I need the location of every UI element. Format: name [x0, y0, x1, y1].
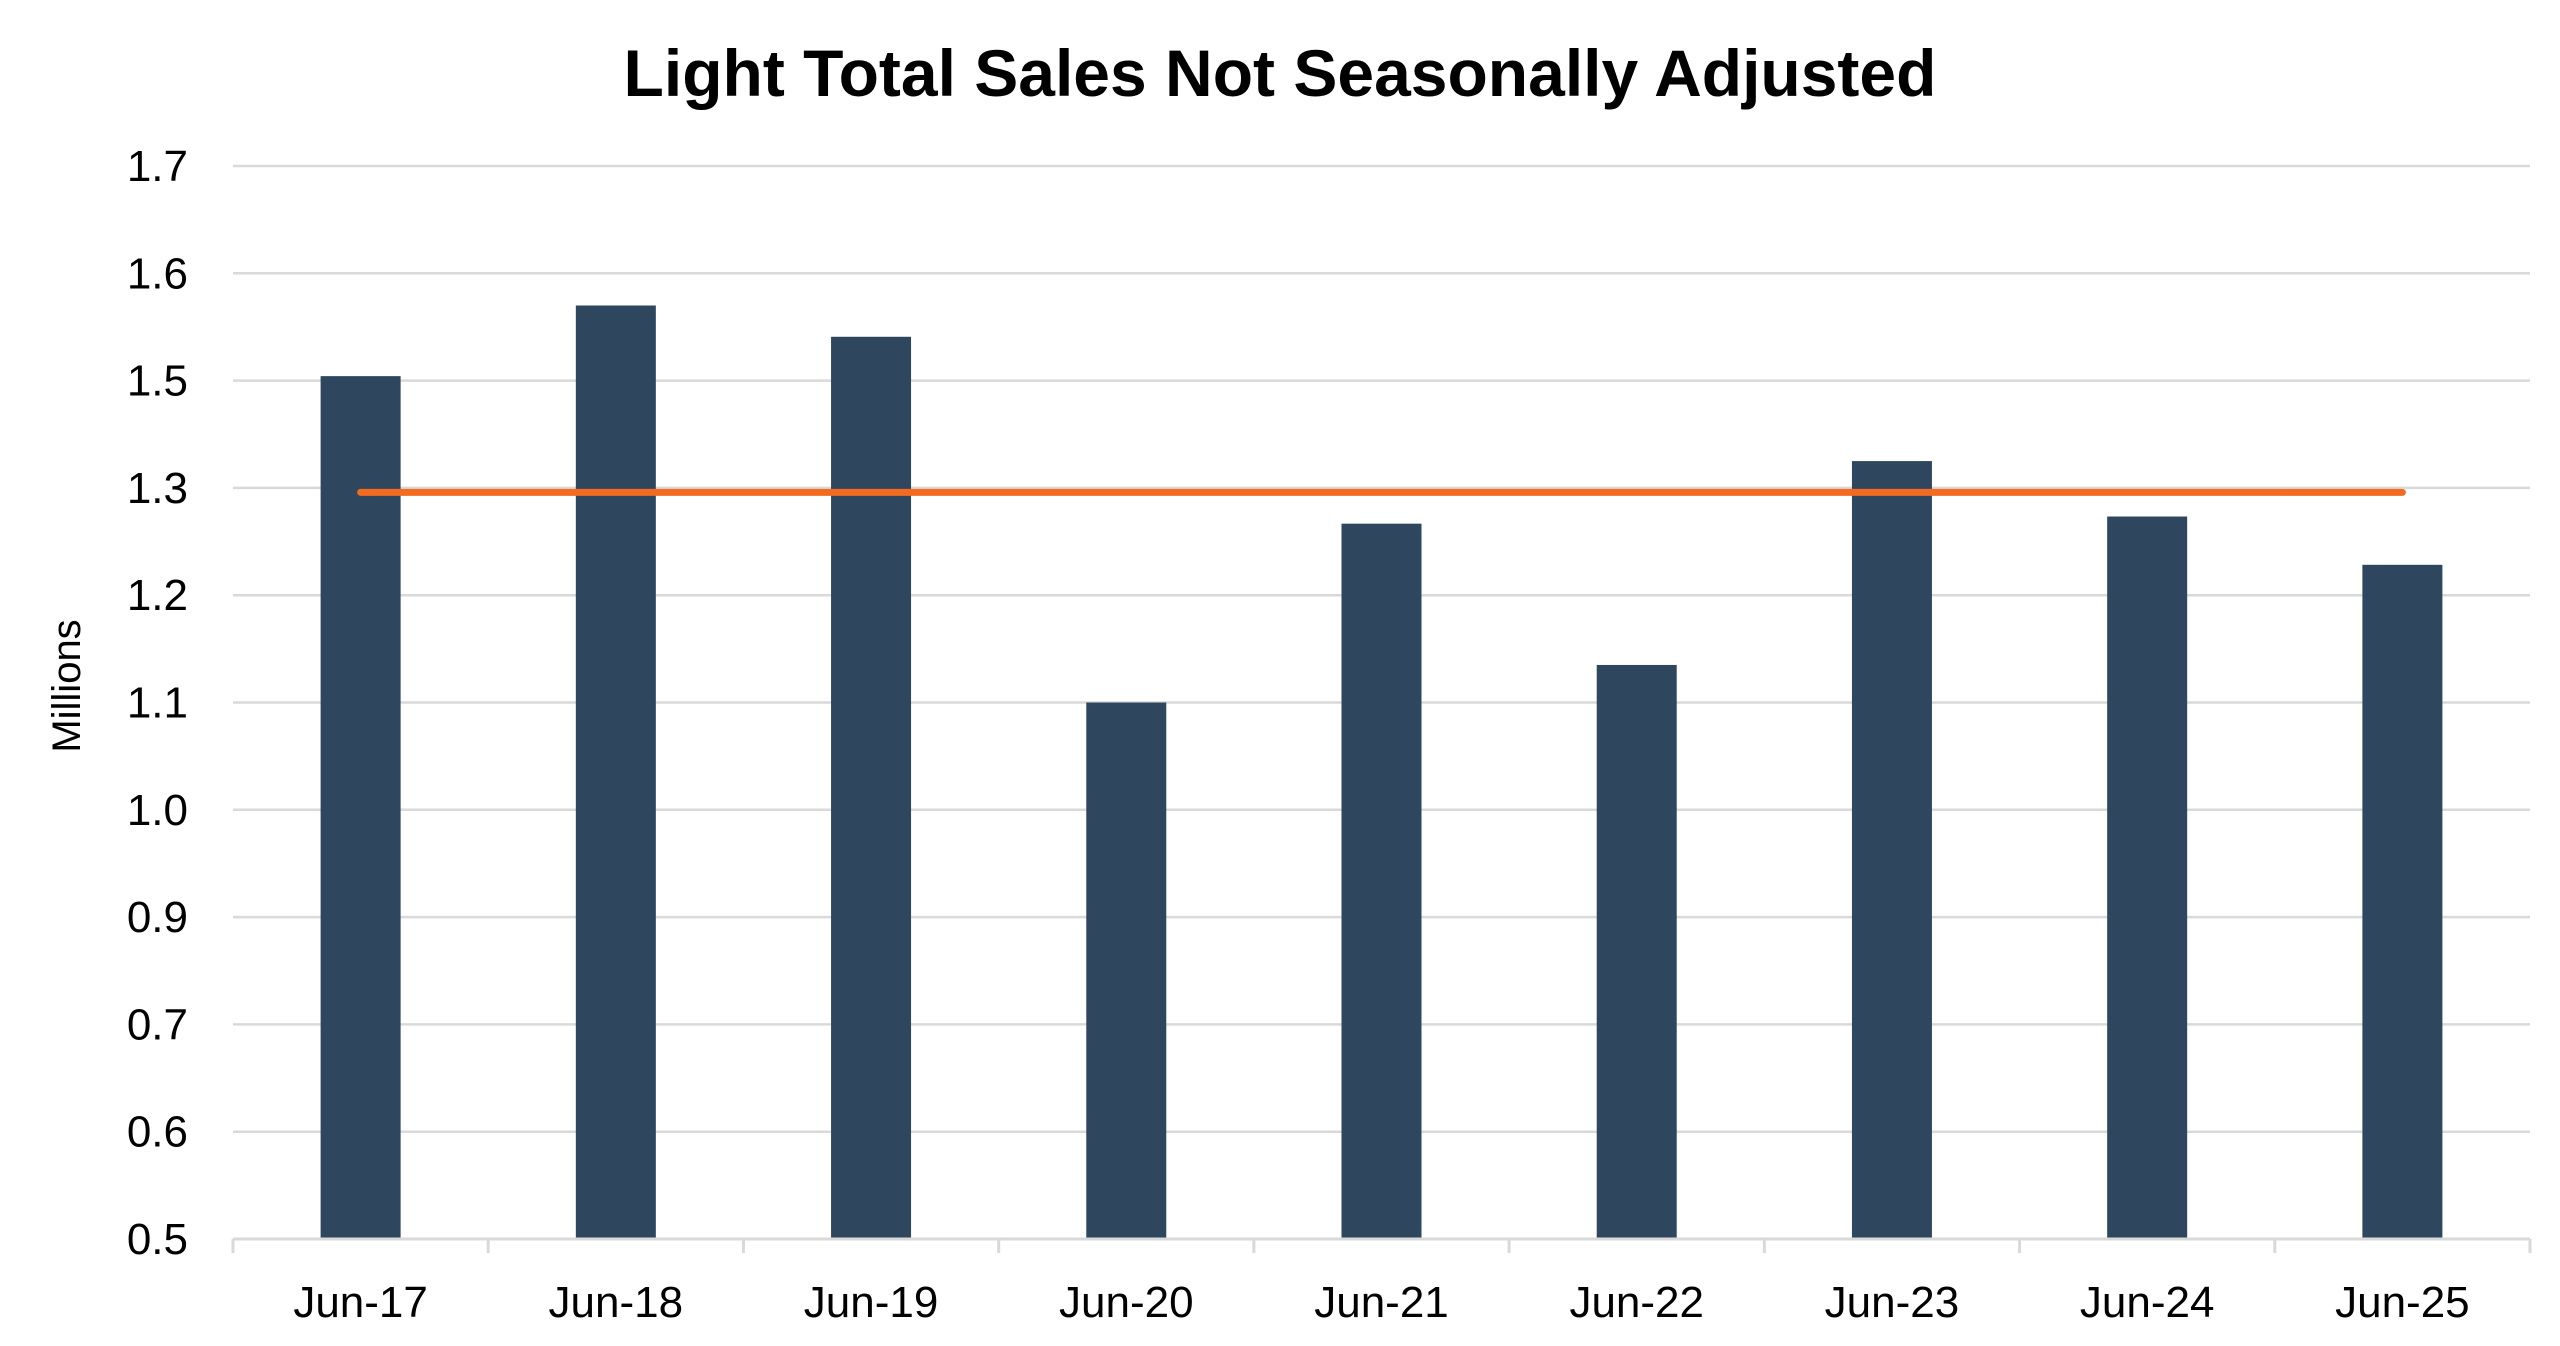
bar-jun-18 — [575, 305, 656, 1239]
x-tick-label: Jun-25 — [2335, 1278, 2470, 1327]
x-tick-label: Jun-22 — [1569, 1278, 1704, 1327]
bar-jun-17 — [320, 376, 401, 1240]
y-tick-label: 1.7 — [127, 142, 188, 191]
x-tick-label: Jun-20 — [1059, 1278, 1194, 1327]
chart-title: Light Total Sales Not Seasonally Adjuste… — [624, 36, 1937, 110]
bar-jun-22 — [1596, 664, 1677, 1239]
y-tick-label: 0.9 — [127, 893, 188, 942]
bar-jun-20 — [1086, 702, 1167, 1239]
x-tick-label: Jun-19 — [804, 1278, 939, 1327]
bar-jun-21 — [1341, 523, 1422, 1239]
bar-jun-25 — [2362, 564, 2443, 1239]
x-tick-label: Jun-23 — [1825, 1278, 1960, 1327]
bar-jun-24 — [2107, 516, 2188, 1239]
y-tick-label: 1.1 — [127, 679, 188, 728]
y-tick-label: 1.3 — [127, 464, 188, 513]
x-tick-label: Jun-18 — [549, 1278, 684, 1327]
bar-jun-19 — [831, 336, 912, 1239]
y-tick-label: 1.6 — [127, 249, 188, 298]
y-tick-label: 0.5 — [127, 1215, 188, 1264]
y-tick-label: 0.7 — [127, 1000, 188, 1049]
y-tick-label: 0.6 — [127, 1108, 188, 1157]
x-tick-label: Jun-24 — [2080, 1278, 2215, 1327]
bar-jun-23 — [1851, 461, 1932, 1239]
x-tick-label: Jun-17 — [293, 1278, 428, 1327]
y-tick-label: 1.2 — [127, 571, 188, 620]
y-tick-label: 1.0 — [127, 786, 188, 835]
x-tick-label: Jun-21 — [1314, 1278, 1449, 1327]
y-axis-label: Millions — [45, 619, 89, 752]
y-tick-label: 1.5 — [127, 357, 188, 406]
